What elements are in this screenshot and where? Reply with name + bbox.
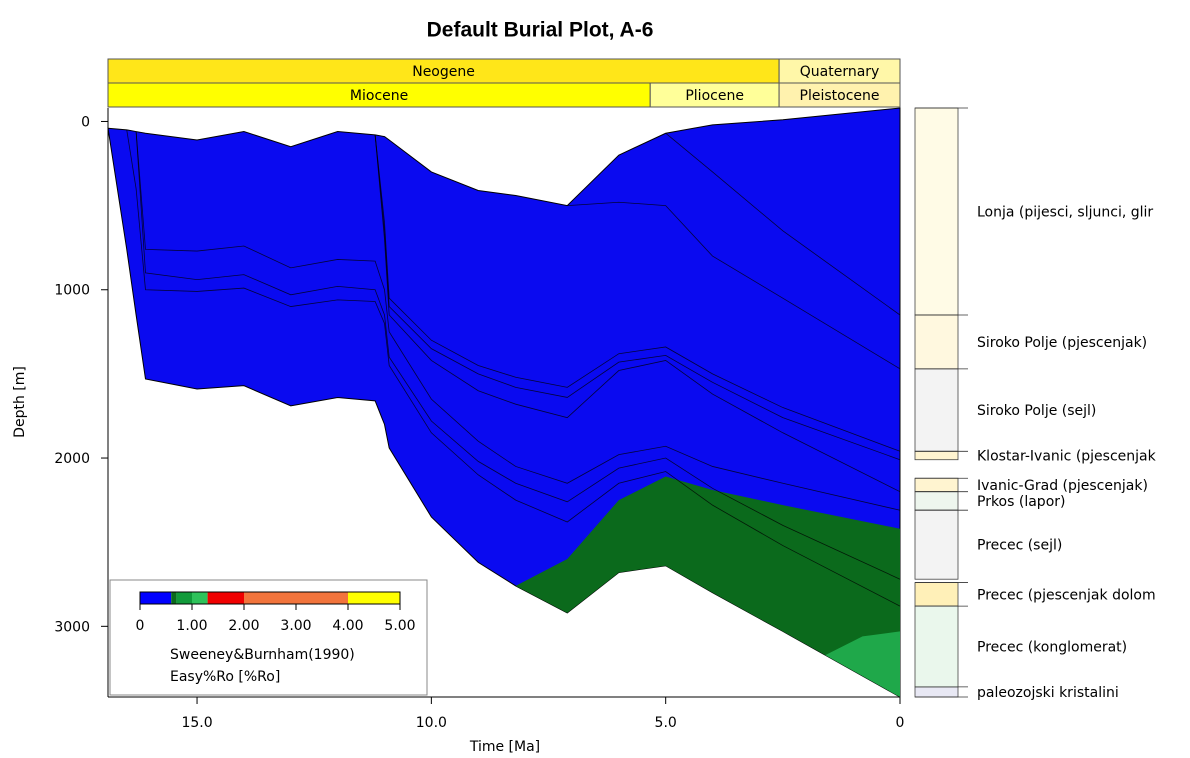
y-tick-label: 2000 [54,451,90,467]
y-tick-label: 3000 [54,619,90,635]
colorbar-label: Sweeney&Burnham(1990) [170,647,355,663]
colorbar-segment [176,592,192,604]
formation-label: paleozojski kristalini [977,685,1119,701]
y-axis-label: Depth [m] [12,366,28,438]
formation-label: Ivanic-Grad (pjescenjak) [977,478,1148,494]
formation-block [914,314,959,370]
chart-title: Default Burial Plot, A-6 [427,19,654,42]
colorbar-tick-label: 1.00 [176,618,207,634]
epochs-label: Miocene [350,88,408,104]
colorbar-tick-label: 3.00 [280,618,311,634]
horizon-line [135,131,901,580]
eras-band [778,58,901,84]
formation-label: Precec (konglomerat) [977,640,1127,656]
formation-label: Siroko Polje (sejl) [977,403,1096,419]
formation-label: Siroko Polje (pjescenjak) [977,335,1147,351]
x-tick-label: 0 [896,715,905,731]
formation-block [914,686,959,698]
horizon-line [374,134,901,452]
colorbar-segment [244,592,348,604]
formation-block [914,450,959,461]
formation-label: Prkos (lapor) [977,494,1065,510]
formation-label: Precec (pjescenjak dolom [977,587,1156,603]
epochs-band [778,82,901,108]
eras-band [107,58,780,84]
formation-block [914,582,959,607]
x-tick-label: 10.0 [416,715,447,731]
formation-block [914,509,959,580]
formation-block [914,605,959,688]
x-axis-label: Time [Ma] [469,739,540,755]
y-tick-label: 1000 [54,283,90,299]
formation-block [914,491,959,511]
x-tick-label: 5.0 [655,715,677,731]
formation-label: Lonja (pijesci, sljunci, glir [977,204,1153,220]
formation-block [914,107,959,316]
colorbar-tick-label: 2.00 [228,618,259,634]
colorbar-segment [171,592,177,604]
y-tick-label: 0 [81,114,90,130]
eras-label: Neogene [412,64,475,80]
x-tick-label: 15.0 [181,715,212,731]
horizon-line [374,134,901,493]
colorbar-sublabel: Easy%Ro [%Ro] [170,669,280,685]
colorbar-segment [348,592,400,604]
formation-block [914,477,959,493]
colorbar-segment [192,592,208,604]
horizon-line [374,134,901,461]
colorbar-tick-label: 0 [136,618,145,634]
horizon-line [126,129,901,607]
formation-label: Klostar-Ivanic (pjescenjak [977,449,1157,465]
colorbar-segment [207,592,244,604]
colorbar-tick-label: 5.00 [384,618,415,634]
horizon-line [665,132,901,316]
colorbar-tick-label: 4.00 [332,618,363,634]
epochs-label: Pliocene [685,88,744,104]
colorbar-segment [140,592,172,604]
horizon-line [135,131,901,511]
epochs-label: Pleistocene [800,88,880,104]
formation-label: Precec (sejl) [977,538,1062,554]
epochs-band [107,82,651,108]
formation-block [914,368,959,452]
horizon-line [567,201,901,370]
eras-label: Quaternary [800,64,880,80]
colorbar-frame [139,591,401,605]
